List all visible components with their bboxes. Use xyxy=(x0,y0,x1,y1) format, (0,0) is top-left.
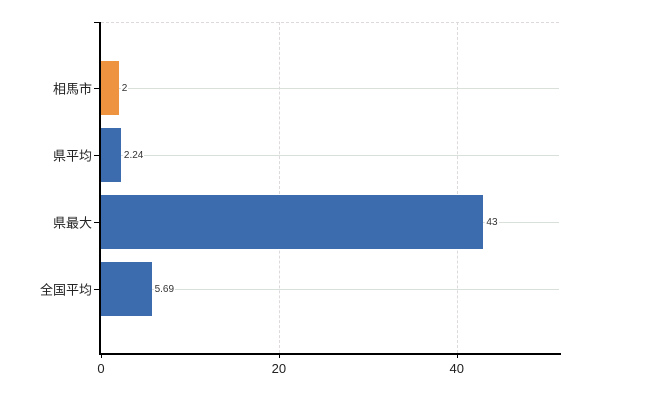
category-reference-line xyxy=(101,155,559,156)
x-axis-line xyxy=(99,353,561,355)
category-label: 県最大 xyxy=(52,215,92,231)
y-axis-tick xyxy=(94,88,101,89)
bar-1 xyxy=(101,61,119,115)
category-reference-line xyxy=(101,88,559,89)
vertical-gridline xyxy=(278,22,280,353)
plot-top-border xyxy=(101,22,559,23)
y-axis-line xyxy=(99,22,101,353)
x-axis-tick xyxy=(278,353,280,358)
y-axis-tick xyxy=(94,155,101,156)
category-label: 相馬市 xyxy=(52,81,92,97)
bar-value-label: 43 xyxy=(485,217,499,229)
category-label: 県平均 xyxy=(52,148,92,164)
x-axis-tick xyxy=(101,353,102,358)
bar-value-label: 2 xyxy=(120,83,129,95)
x-axis-tick xyxy=(456,353,458,358)
bar-value-label: 5.69 xyxy=(153,284,176,296)
category-label: 全国平均 xyxy=(39,282,92,298)
bar-value-label: 2.24 xyxy=(122,150,145,162)
bar-2 xyxy=(101,128,121,182)
category-reference-line xyxy=(101,289,559,290)
x-tick-label: 40 xyxy=(449,361,464,376)
x-tick-label: 0 xyxy=(97,361,105,376)
x-tick-label: 20 xyxy=(271,361,287,376)
bar-4 xyxy=(101,262,152,316)
vertical-gridline xyxy=(456,22,458,353)
y-axis-end-tick xyxy=(94,22,101,23)
bar-3 xyxy=(101,195,484,249)
y-axis-tick xyxy=(94,289,101,290)
y-axis-tick xyxy=(94,222,101,223)
